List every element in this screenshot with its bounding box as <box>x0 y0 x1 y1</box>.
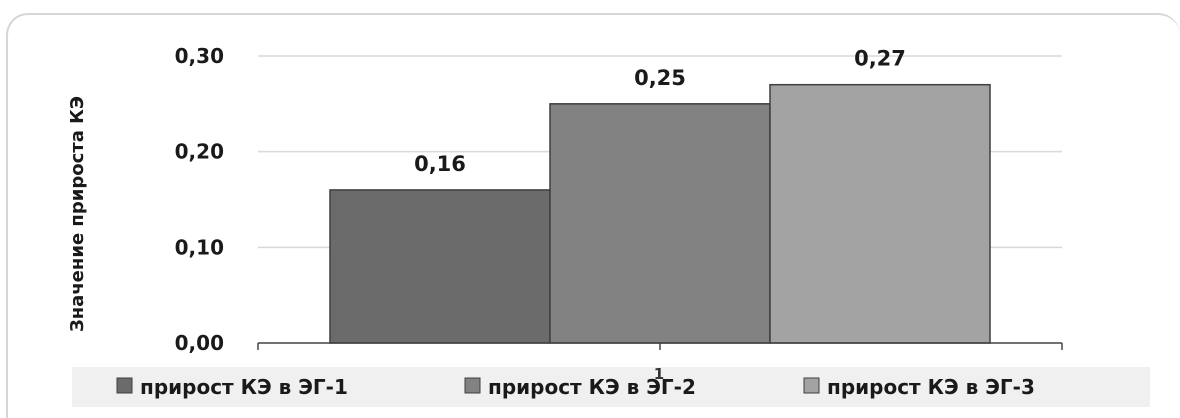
axes <box>257 342 1063 350</box>
legend-swatch <box>116 377 133 394</box>
bar <box>549 103 771 344</box>
legend-swatch <box>464 377 481 394</box>
bars <box>329 83 991 344</box>
y-tick-label: 0,30 <box>175 44 224 68</box>
bar <box>769 83 991 344</box>
y-tick-label: 0,00 <box>175 331 224 355</box>
data-label: 0,16 <box>414 152 466 176</box>
data-labels: 0,16 0,25 0,27 <box>414 47 906 176</box>
legend-swatch <box>803 377 820 394</box>
y-tick-label: 0,10 <box>175 235 224 259</box>
legend-label: прирост КЭ в ЭГ-2 <box>488 375 696 399</box>
data-label: 0,25 <box>634 66 686 90</box>
y-tick-labels: 0,00 0,10 0,20 0,30 <box>175 44 224 355</box>
x-category-label: 1 <box>654 365 664 383</box>
legend-label: прирост КЭ в ЭГ-3 <box>827 375 1035 399</box>
legend-label: прирост КЭ в ЭГ-1 <box>140 375 348 399</box>
legend-background <box>72 367 1150 407</box>
y-tick-label: 0,20 <box>175 140 224 164</box>
legend: прирост КЭ в ЭГ-1 прирост КЭ в ЭГ-2 прирос… <box>72 367 1150 407</box>
bar <box>329 189 551 344</box>
y-axis-title: Значение прироста КЭ <box>67 96 88 332</box>
data-label: 0,27 <box>854 47 906 71</box>
